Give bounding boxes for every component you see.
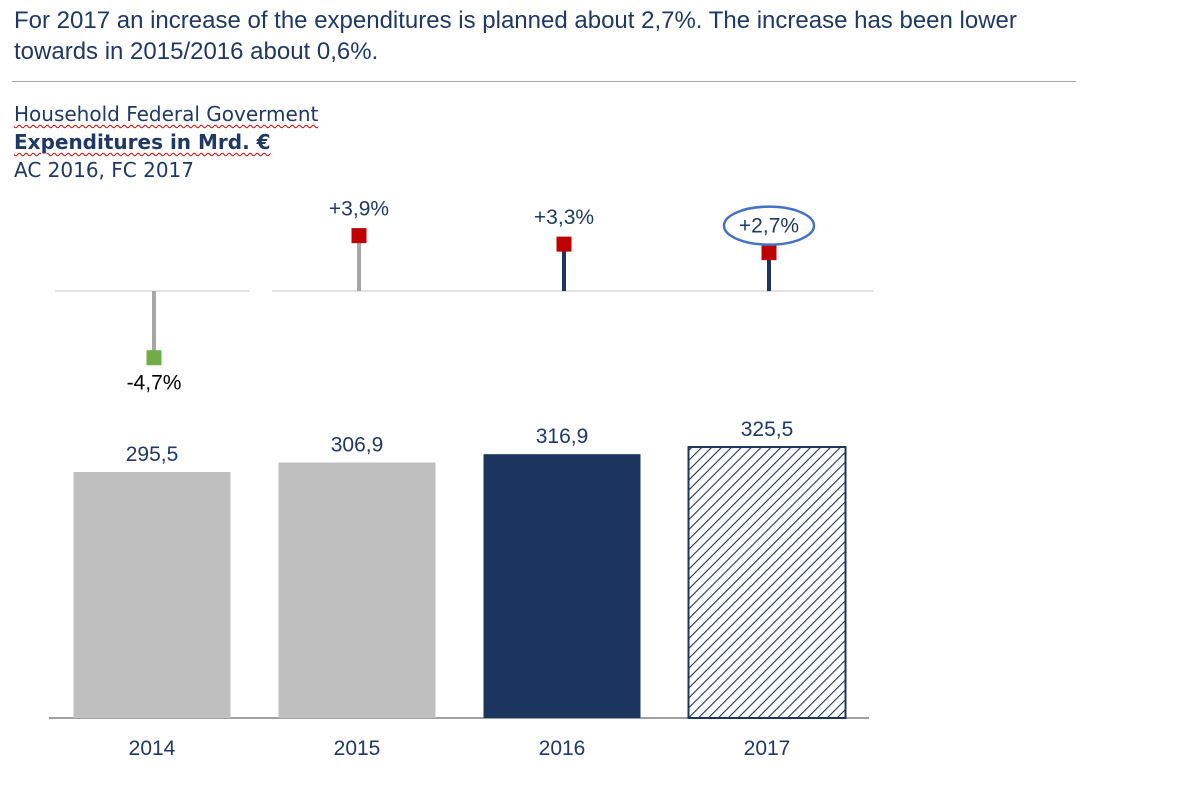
category-label-2017: 2017 [744, 737, 791, 760]
value-label-2016: 316,9 [536, 425, 589, 448]
chart-title: Expenditures in Mrd. € [14, 130, 271, 154]
change-label-2014: -4,7% [127, 372, 182, 395]
bar-2014 [73, 472, 231, 718]
category-label-2016: 2016 [539, 737, 586, 760]
pin-marker-2017 [761, 245, 777, 261]
change-label-2016: +3,3% [534, 206, 594, 229]
bar-2015 [278, 462, 436, 718]
headline: For 2017 an increase of the expenditures… [14, 7, 1017, 65]
category-label-2015: 2015 [334, 737, 381, 760]
category-label-2014: 2014 [129, 737, 176, 760]
pin-marker-2014 [146, 350, 162, 366]
value-label-2017: 325,5 [741, 418, 794, 441]
change-label-2017: +2,7% [739, 215, 799, 238]
bar-2016 [483, 454, 641, 718]
change-label-2015: +3,9% [329, 198, 389, 221]
value-label-2014: 295,5 [126, 443, 179, 466]
value-label-2015: 306,9 [331, 434, 384, 457]
pin-marker-2016 [556, 236, 572, 252]
bar-2017 [687, 446, 847, 719]
pin-marker-2015 [351, 228, 367, 244]
chart-subtitle-scenario: AC 2016, FC 2017 [14, 158, 194, 182]
chart-subtitle-household: Household Federal Goverment [14, 102, 319, 126]
highlight-ellipse [722, 205, 816, 246]
headline-divider [12, 81, 1076, 82]
